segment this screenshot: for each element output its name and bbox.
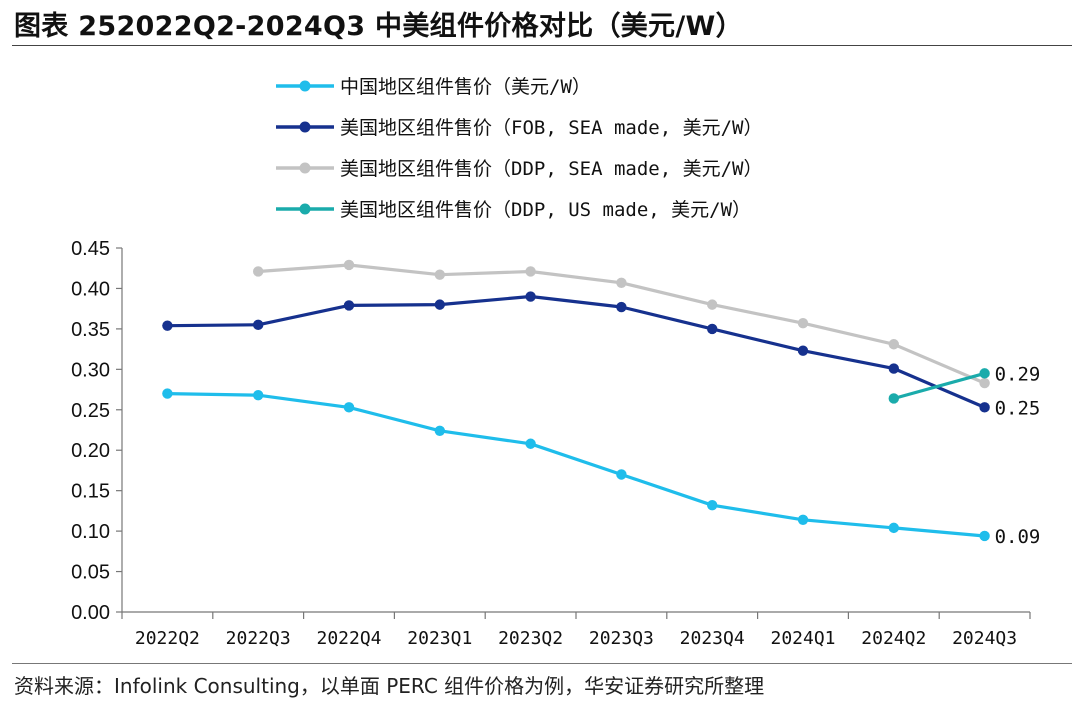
- data-point: [979, 530, 990, 542]
- legend-swatch-marker: [299, 162, 311, 174]
- series-line: [167, 294, 986, 409]
- data-point: [616, 277, 627, 288]
- y-tick-label: 0.45: [71, 238, 110, 260]
- data-point: [434, 269, 445, 280]
- end-value-label: 0.25: [995, 397, 1041, 419]
- data-point: [888, 363, 899, 374]
- x-tick-label: 2023Q2: [498, 628, 563, 649]
- data-point: [797, 345, 809, 356]
- x-tick-label: 2024Q2: [861, 628, 926, 649]
- legend-swatch-marker: [299, 121, 311, 133]
- chart-series: 0.25 0.29 0.09: [162, 259, 1041, 548]
- series-3: 0.29: [888, 363, 1041, 404]
- x-tick-label: 2023Q1: [407, 628, 472, 649]
- data-point: [797, 514, 809, 525]
- data-point: [979, 377, 990, 389]
- y-tick-label: 0.20: [71, 440, 110, 462]
- legend-label: 中国地区组件售价（美元/W）: [340, 76, 591, 98]
- data-point: [253, 390, 264, 401]
- data-point: [162, 320, 173, 331]
- chart-axes: 0.00 0.05 0.10 0.15 0.20 0.25 0.30 0.35 0.40 0.45…: [71, 238, 1031, 649]
- x-tick-label: 2022Q4: [316, 628, 381, 649]
- x-tick-label: 2023Q4: [680, 628, 745, 649]
- x-tick-label: 2024Q3: [952, 628, 1017, 649]
- y-tick-label: 0.05: [71, 562, 110, 584]
- y-tick-label: 0.15: [71, 481, 110, 503]
- legend-item-2: 美国地区组件售价（DDP, SEA made, 美元/W）: [276, 158, 762, 180]
- data-point: [707, 299, 718, 310]
- data-point: [343, 300, 355, 311]
- legend-swatch-marker: [299, 203, 311, 215]
- data-point: [707, 500, 718, 511]
- end-value-label: 0.09: [995, 526, 1041, 548]
- y-tick-label: 0.25: [71, 400, 110, 422]
- data-point: [525, 291, 536, 302]
- end-value-label: 0.29: [995, 363, 1041, 385]
- legend: 中国地区组件售价（美元/W） 美国地区组件售价（FOB, SEA made, 美元…: [276, 76, 762, 221]
- data-point: [253, 319, 264, 331]
- data-point: [162, 388, 173, 399]
- series-line: [893, 371, 986, 401]
- data-point: [616, 301, 627, 313]
- series-line: [167, 392, 985, 538]
- x-tick-label: 2023Q3: [589, 628, 654, 649]
- y-tick-label: 0.00: [71, 602, 110, 624]
- data-point: [707, 323, 718, 335]
- legend-swatch-marker: [299, 80, 311, 92]
- y-tick-label: 0.35: [71, 319, 110, 341]
- legend-item-0: 中国地区组件售价（美元/W）: [276, 76, 591, 98]
- series-0: 0.09: [162, 388, 1040, 548]
- legend-label: 美国地区组件售价（DDP, SEA made, 美元/W）: [340, 158, 762, 180]
- series-1: 0.25: [162, 291, 1040, 419]
- legend-label: 美国地区组件售价（FOB, SEA made, 美元/W）: [340, 117, 762, 139]
- y-tick-label: 0.40: [71, 278, 110, 300]
- x-tick-label: 2022Q3: [226, 628, 291, 649]
- data-point: [888, 393, 899, 404]
- y-tick-label: 0.30: [71, 359, 110, 381]
- data-point: [888, 339, 899, 350]
- data-point: [888, 522, 899, 534]
- data-point: [616, 469, 627, 480]
- source-divider: [12, 663, 1072, 664]
- data-point: [343, 402, 355, 413]
- y-tick-label: 0.10: [71, 521, 110, 543]
- data-point: [343, 259, 355, 271]
- legend-label: 美国地区组件售价（DDP, US made, 美元/W）: [340, 199, 751, 221]
- data-point: [797, 318, 809, 329]
- data-point: [253, 266, 264, 277]
- data-point: [979, 402, 990, 413]
- data-point: [525, 266, 536, 277]
- x-tick-label: 2024Q1: [770, 628, 835, 649]
- legend-item-1: 美国地区组件售价（FOB, SEA made, 美元/W）: [276, 117, 762, 139]
- series-2: [253, 259, 990, 389]
- data-point: [434, 299, 445, 310]
- source-note: 资料来源：Infolink Consulting，以单面 PERC 组件价格为例…: [14, 674, 765, 698]
- data-point: [434, 425, 445, 437]
- data-point: [525, 438, 536, 449]
- title-divider: [12, 45, 1072, 46]
- legend-item-3: 美国地区组件售价（DDP, US made, 美元/W）: [276, 199, 751, 221]
- x-tick-label: 2022Q2: [135, 628, 200, 649]
- data-point: [979, 368, 990, 379]
- page-title: 图表 252022Q2-2024Q3 中美组件价格对比（美元/W）: [14, 11, 743, 42]
